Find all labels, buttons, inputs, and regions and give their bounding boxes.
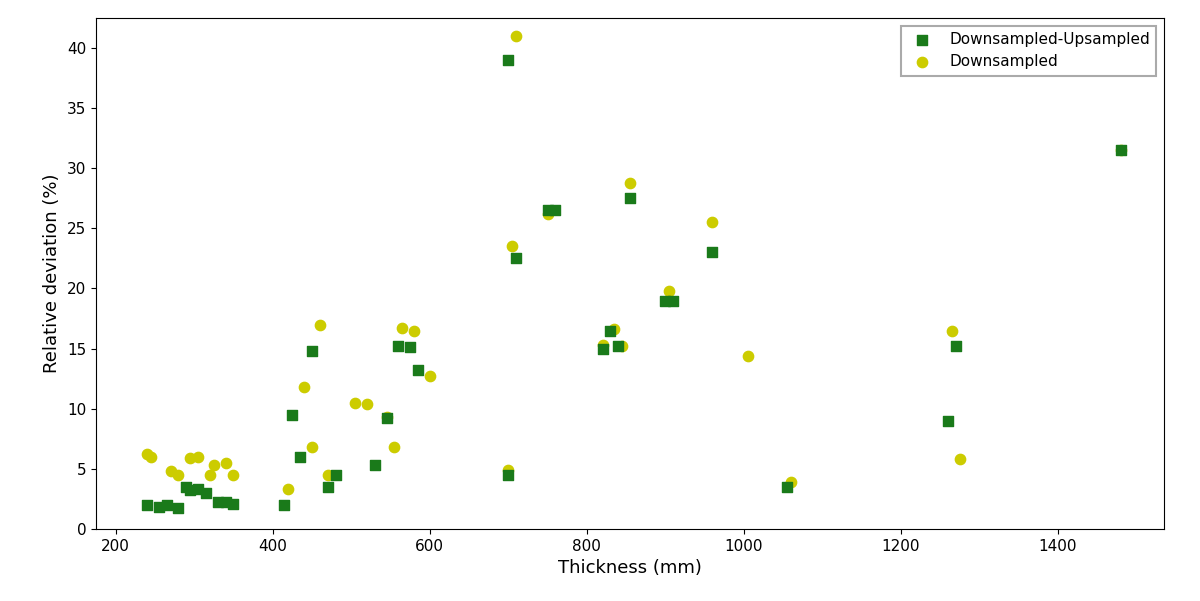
Downsampled-Upsampled xyxy=(664,296,683,305)
Downsampled xyxy=(181,453,200,463)
Downsampled xyxy=(142,452,161,462)
Downsampled-Upsampled xyxy=(326,470,346,480)
Downsampled-Upsampled xyxy=(1111,145,1130,155)
Downsampled-Upsampled xyxy=(188,484,208,494)
Downsampled xyxy=(942,326,961,335)
Downsampled-Upsampled xyxy=(601,326,620,335)
Downsampled-Upsampled xyxy=(181,486,200,495)
Downsampled-Upsampled xyxy=(608,341,628,351)
Downsampled-Upsampled xyxy=(138,500,157,510)
Downsampled xyxy=(404,326,424,335)
Downsampled xyxy=(318,470,337,480)
Downsampled-Upsampled xyxy=(176,482,196,492)
Downsampled xyxy=(503,242,522,251)
Downsampled xyxy=(161,466,180,476)
Downsampled-Upsampled xyxy=(593,344,612,353)
Downsampled-Upsampled xyxy=(546,206,565,215)
Downsampled xyxy=(612,341,631,351)
Downsampled-Upsampled xyxy=(538,206,557,215)
Downsampled-Upsampled xyxy=(208,498,227,507)
Downsampled xyxy=(294,382,313,392)
Downsampled-Upsampled xyxy=(408,365,427,375)
Downsampled xyxy=(703,218,722,227)
Downsampled xyxy=(950,454,970,464)
Downsampled-Upsampled xyxy=(703,248,722,257)
Downsampled-Upsampled xyxy=(283,410,302,419)
Downsampled-Upsampled xyxy=(655,296,674,305)
Downsampled-Upsampled xyxy=(224,499,244,508)
Downsampled-Upsampled xyxy=(499,470,518,480)
Downsampled-Upsampled xyxy=(506,254,526,263)
Downsampled xyxy=(204,460,223,470)
Legend: Downsampled-Upsampled, Downsampled: Downsampled-Upsampled, Downsampled xyxy=(901,26,1157,76)
Downsampled xyxy=(278,484,298,494)
Downsampled-Upsampled xyxy=(290,452,310,462)
Downsampled xyxy=(593,340,612,350)
Downsampled xyxy=(385,442,404,452)
Downsampled-Upsampled xyxy=(275,500,294,510)
Downsampled-Upsampled xyxy=(401,343,420,352)
Downsampled xyxy=(358,399,377,409)
Downsampled xyxy=(200,470,220,480)
Downsampled xyxy=(420,371,439,381)
Downsampled-Upsampled xyxy=(216,498,235,507)
X-axis label: Thickness (mm): Thickness (mm) xyxy=(558,559,702,577)
Downsampled-Upsampled xyxy=(620,194,640,203)
Downsampled xyxy=(1111,145,1130,155)
Downsampled xyxy=(392,323,412,333)
Downsampled-Upsampled xyxy=(149,502,168,512)
Downsampled-Upsampled xyxy=(938,416,958,426)
Downsampled xyxy=(224,470,244,480)
Downsampled xyxy=(506,31,526,41)
Downsampled xyxy=(311,320,330,329)
Downsampled xyxy=(605,325,624,334)
Downsampled-Upsampled xyxy=(389,341,408,351)
Downsampled xyxy=(138,450,157,459)
Downsampled-Upsampled xyxy=(377,413,396,423)
Downsampled xyxy=(738,351,757,361)
Downsampled xyxy=(538,209,557,219)
Downsampled-Upsampled xyxy=(947,341,966,351)
Downsampled xyxy=(781,477,800,487)
Downsampled xyxy=(660,286,679,296)
Downsampled-Upsampled xyxy=(197,488,216,498)
Downsampled-Upsampled xyxy=(778,482,797,492)
Downsampled xyxy=(302,442,322,452)
Downsampled xyxy=(216,458,235,468)
Downsampled-Upsampled xyxy=(365,460,384,470)
Downsampled-Upsampled xyxy=(157,500,176,510)
Downsampled xyxy=(620,178,640,188)
Downsampled xyxy=(169,470,188,480)
Y-axis label: Relative deviation (%): Relative deviation (%) xyxy=(43,174,61,373)
Downsampled-Upsampled xyxy=(499,55,518,65)
Downsampled xyxy=(346,398,365,407)
Downsampled-Upsampled xyxy=(169,504,188,513)
Downsampled xyxy=(499,465,518,475)
Downsampled-Upsampled xyxy=(302,346,322,356)
Downsampled xyxy=(188,452,208,462)
Downsampled-Upsampled xyxy=(318,482,337,492)
Downsampled xyxy=(377,412,396,422)
